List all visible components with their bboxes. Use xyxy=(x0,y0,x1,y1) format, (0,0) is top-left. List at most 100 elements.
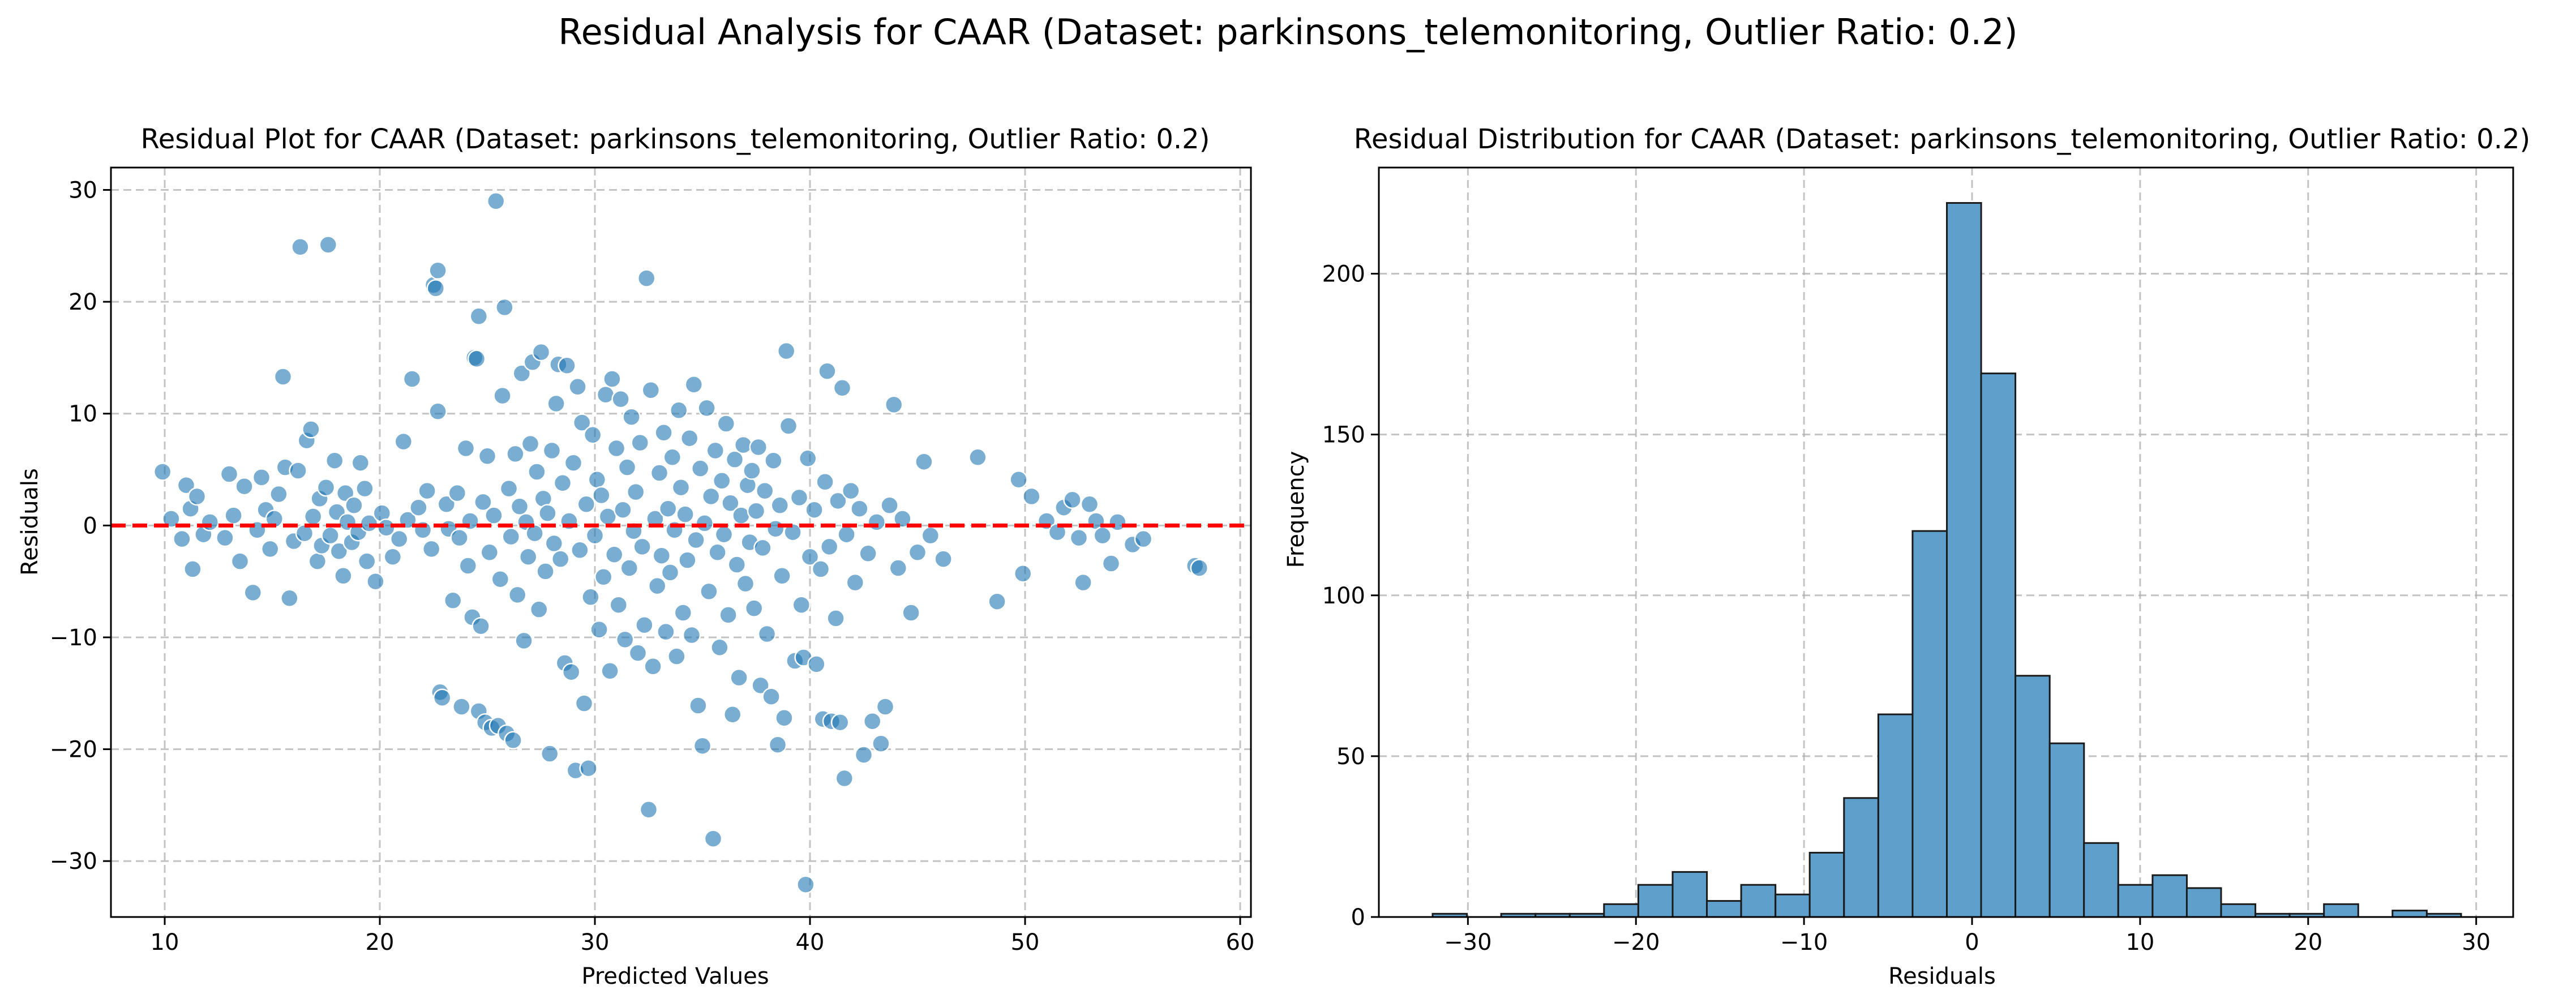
scatter-point xyxy=(818,362,837,380)
scatter-point xyxy=(594,568,613,586)
scatter-point xyxy=(691,459,710,478)
scatter-point xyxy=(736,574,755,593)
scatter-point xyxy=(319,235,338,254)
scatter-point xyxy=(693,736,712,755)
histogram-y-label: Frequency xyxy=(1283,451,1309,568)
scatter-point xyxy=(889,559,908,577)
histogram-y-tick-label: 0 xyxy=(1351,905,1365,931)
scatter-point xyxy=(744,599,764,618)
histogram-y-tick-label: 150 xyxy=(1322,422,1365,448)
scatter-point xyxy=(351,453,370,472)
scatter-point xyxy=(790,488,809,507)
scatter-point xyxy=(770,496,790,515)
scatter-point xyxy=(712,472,731,490)
scatter-point xyxy=(607,439,626,458)
scatter-point xyxy=(757,624,777,644)
scatter-point xyxy=(428,402,447,421)
scatter-point xyxy=(224,506,243,525)
scatter-point xyxy=(426,279,445,298)
scatter-point xyxy=(355,479,374,498)
scatter-point xyxy=(603,370,622,388)
scatter-point xyxy=(493,386,512,405)
scatter-point xyxy=(657,622,675,641)
scatter-point xyxy=(321,526,340,545)
scatter-point xyxy=(269,485,288,504)
scatter-point xyxy=(732,506,751,525)
scatter-point xyxy=(1009,470,1028,489)
scatter-point xyxy=(753,538,772,558)
scatter-point xyxy=(422,539,441,559)
scatter-point xyxy=(200,513,220,532)
histogram-axes-frame xyxy=(1378,166,2514,918)
scatter-point xyxy=(529,600,548,619)
scatter-point xyxy=(798,449,817,468)
scatter-point xyxy=(308,552,327,571)
scatter-point xyxy=(717,414,736,433)
scatter-point xyxy=(334,567,353,585)
scatter-point xyxy=(639,800,658,819)
scatter-point xyxy=(652,546,671,565)
scatter-point xyxy=(700,582,718,601)
scatter-point xyxy=(762,687,781,706)
scatter-point xyxy=(835,769,854,788)
scatter-point xyxy=(915,452,933,471)
histogram-bar xyxy=(1706,900,1742,918)
scatter-point xyxy=(230,552,250,571)
scatter-point xyxy=(220,465,239,483)
scatter-point xyxy=(749,438,768,457)
scatter-point xyxy=(884,395,903,414)
scatter-x-tick-label: 10 xyxy=(151,929,179,955)
scatter-point xyxy=(467,349,486,368)
scatter-point xyxy=(1074,573,1092,592)
scatter-point xyxy=(590,620,608,639)
scatter-point xyxy=(177,475,196,495)
scatter-point xyxy=(667,647,686,666)
scatter-point xyxy=(1101,554,1121,573)
scatter-point xyxy=(766,520,785,538)
scatter-point xyxy=(792,595,811,614)
scatter-point xyxy=(551,550,570,568)
scatter-point xyxy=(678,551,697,569)
scatter-point xyxy=(841,481,860,500)
histogram-bar xyxy=(1877,713,1914,918)
scatter-point xyxy=(727,555,747,574)
scatter-point xyxy=(183,560,202,579)
residual-scatter-panel: Residual Plot for CAAR (Dataset: parkins… xyxy=(17,123,1254,989)
scatter-point xyxy=(872,734,890,753)
scatter-point xyxy=(893,509,912,528)
scatter-point xyxy=(618,458,637,477)
scatter-point xyxy=(867,513,886,532)
scatter-point xyxy=(394,432,413,451)
scatter-point xyxy=(663,448,682,467)
scatter-point xyxy=(902,603,920,622)
histogram-x-tick-label: 10 xyxy=(2125,929,2154,955)
scatter-point xyxy=(714,525,734,544)
scatter-point xyxy=(389,529,409,549)
histogram-ticks: −30 −20 −10 0 10 20 30 0 50 100 150 200 xyxy=(1322,262,2491,955)
scatter-point xyxy=(575,694,594,713)
scatter-point xyxy=(1022,487,1041,506)
scatter-point xyxy=(588,470,607,489)
histogram-bar xyxy=(1808,851,1845,918)
scatter-point xyxy=(515,631,533,650)
scatter-point xyxy=(486,192,505,211)
scatter-point xyxy=(325,451,344,470)
scatter-axes-frame xyxy=(110,166,1252,918)
scatter-point xyxy=(1108,513,1127,532)
scatter-point xyxy=(921,526,940,545)
scatter-point xyxy=(605,545,624,564)
scatter-point xyxy=(383,547,402,566)
histogram-x-tick-label: −30 xyxy=(1444,929,1491,955)
histogram-y-tick-label: 50 xyxy=(1336,744,1365,770)
histogram-bar xyxy=(2014,675,2051,918)
scatter-point xyxy=(572,413,592,432)
scatter-point xyxy=(1013,564,1032,583)
scatter-x-label: Predicted Values xyxy=(581,963,769,989)
scatter-point xyxy=(988,592,1006,611)
scatter-point xyxy=(568,378,587,396)
scatter-point xyxy=(658,499,678,518)
scatter-point xyxy=(518,547,538,566)
scatter-point xyxy=(1080,495,1099,514)
scatter-point xyxy=(773,567,791,585)
